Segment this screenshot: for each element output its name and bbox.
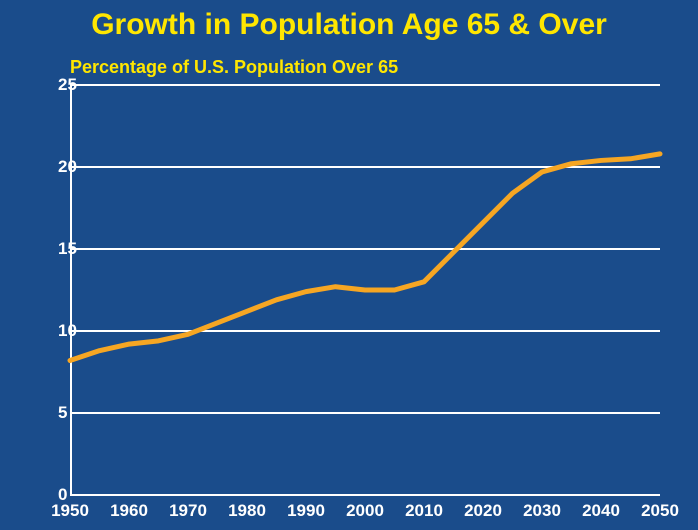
series-pct_over_65 (70, 154, 660, 361)
x-tick-label: 1960 (110, 501, 148, 521)
x-tick-label: 2030 (523, 501, 561, 521)
x-tick-label: 1980 (228, 501, 266, 521)
x-tick-label: 2050 (641, 501, 679, 521)
line-series (70, 85, 660, 495)
x-tick-label: 1970 (169, 501, 207, 521)
x-tick-label: 2020 (464, 501, 502, 521)
plot-area: 0510152025195019601970198019902000201020… (70, 85, 660, 495)
x-tick-label: 2040 (582, 501, 620, 521)
chart-title: Growth in Population Age 65 & Over (0, 8, 698, 42)
x-tick-label: 2000 (346, 501, 384, 521)
x-tick-label: 1950 (51, 501, 89, 521)
chart-container: Growth in Population Age 65 & Over Perce… (0, 0, 698, 530)
chart-subtitle: Percentage of U.S. Population Over 65 (70, 57, 398, 78)
x-tick-label: 2010 (405, 501, 443, 521)
x-tick-label: 1990 (287, 501, 325, 521)
